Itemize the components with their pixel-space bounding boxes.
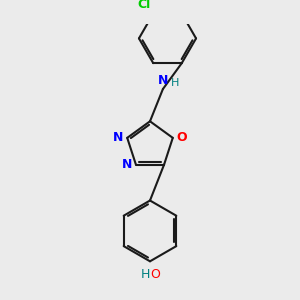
- Text: N: N: [113, 131, 124, 144]
- Text: H: H: [141, 268, 150, 281]
- Text: O: O: [176, 131, 187, 144]
- Text: H: H: [171, 78, 180, 88]
- Text: O: O: [150, 268, 160, 281]
- Text: N: N: [122, 158, 132, 171]
- Text: N: N: [158, 74, 168, 87]
- Text: Cl: Cl: [137, 0, 151, 11]
